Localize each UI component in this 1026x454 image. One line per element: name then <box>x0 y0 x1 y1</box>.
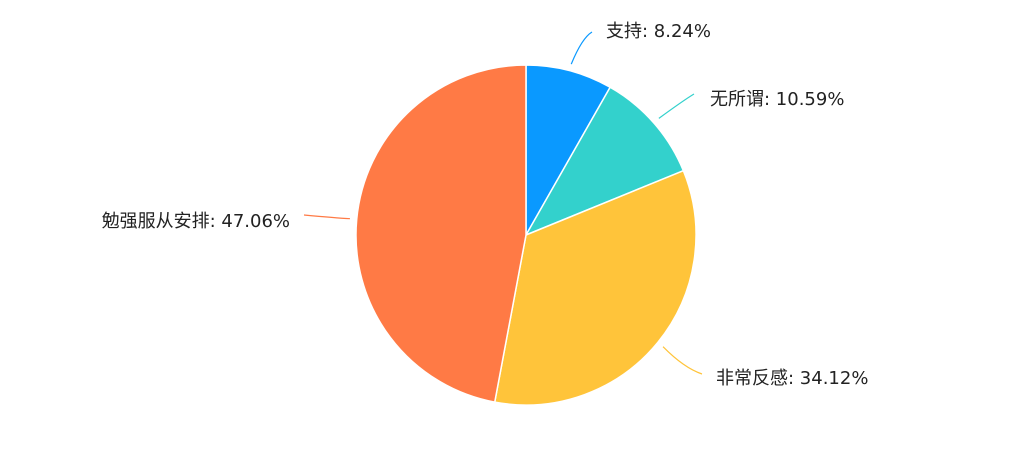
pie-slice-1[interactable] <box>524 86 685 237</box>
pie-slice-0[interactable] <box>525 64 612 238</box>
leaders-layer <box>303 31 703 375</box>
slices-layer <box>355 64 697 406</box>
slice-label-1: 无所谓: 10.59% <box>710 89 844 110</box>
slice-label-0: 支持: 8.24% <box>606 21 711 42</box>
pie-slice-3[interactable] <box>355 64 527 403</box>
leader-line-0 <box>570 31 593 65</box>
labels-layer: 支持: 8.24% 无所谓: 10.59% 非常反感: 34.12% 勉强服从安排: … <box>102 21 869 389</box>
slice-label-2: 非常反感: 34.12% <box>716 368 868 389</box>
leader-line-1 <box>658 93 695 119</box>
pie-slice-2[interactable] <box>493 169 697 406</box>
slice-label-3: 勉强服从安排: 47.06% <box>102 211 290 232</box>
leader-line-2 <box>662 346 703 375</box>
leader-line-3 <box>303 214 350 220</box>
